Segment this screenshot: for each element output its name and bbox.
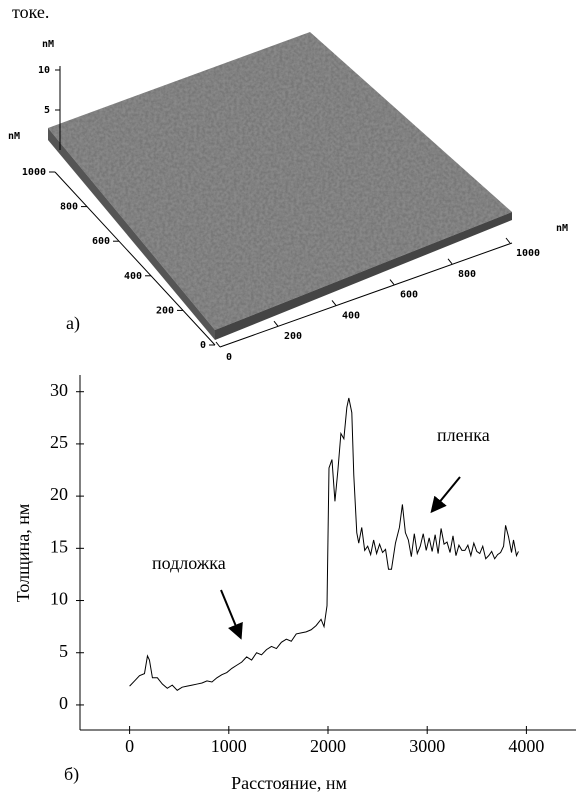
- text-fragment: токе.: [12, 2, 49, 22]
- x-tick: [389, 279, 395, 285]
- y-tick-label: 0: [200, 340, 206, 351]
- line-chart: подложка пленка Расстояние, нм Толщина, …: [13, 375, 576, 793]
- x-tick-label: 3000: [409, 736, 445, 756]
- y-tick-label: 25: [50, 432, 68, 452]
- y-tick-label: 600: [92, 236, 110, 247]
- z-tick-label: 5: [44, 105, 50, 116]
- panel-label: б): [64, 764, 79, 785]
- annotation: подложка: [152, 553, 226, 573]
- y-tick-label: 30: [50, 380, 68, 400]
- x-tick-label: 1000: [211, 736, 247, 756]
- x-tick: [215, 341, 221, 348]
- x-tick-label: 200: [284, 331, 302, 342]
- x-tick-label: 800: [458, 269, 476, 280]
- panel-label: а): [66, 313, 80, 334]
- data-line: [129, 397, 519, 691]
- x-tick-label: 1000: [516, 248, 540, 259]
- y-tick-label: 800: [60, 202, 78, 213]
- arrow: [220, 589, 243, 640]
- y-axis: [54, 171, 216, 346]
- x-unit: nM: [556, 223, 568, 234]
- y-unit: nM: [8, 131, 20, 142]
- x-tick: [447, 258, 453, 265]
- x-tick-label: 400: [342, 310, 360, 321]
- surface-plot: nM nM nM а) 0 200 400 600 800 1000 0 200 400 600 8…: [8, 32, 568, 363]
- y-tick-label: 200: [156, 305, 174, 316]
- y-tick-label: 5: [59, 641, 68, 661]
- arrow: [430, 476, 461, 514]
- y-tick-label: 10: [50, 589, 68, 609]
- y-tick-label: 15: [50, 536, 68, 556]
- y-tick-label: 400: [124, 271, 142, 282]
- x-axis: [219, 242, 513, 348]
- x-axis-label: Расстояние, нм: [231, 773, 347, 793]
- y-tick-label: 1000: [22, 167, 46, 178]
- x-tick-label: 4000: [508, 736, 544, 756]
- surface: [48, 32, 512, 330]
- x-tick-label: 2000: [310, 736, 346, 756]
- x-tick: [331, 300, 337, 306]
- annotation: пленка: [437, 425, 490, 445]
- surface-side: [48, 128, 215, 340]
- y-tick-label: 20: [50, 484, 68, 504]
- x-tick: [505, 237, 511, 244]
- z-tick-label: 10: [38, 65, 50, 76]
- x-tick-label: 0: [125, 736, 134, 756]
- y-tick-label: 0: [59, 693, 68, 713]
- x-tick: [273, 320, 279, 327]
- x-tick-label: 0: [226, 352, 232, 363]
- y-axis-label: Толщина, нм: [13, 504, 33, 603]
- z-unit: nM: [42, 39, 54, 50]
- surface-side: [215, 212, 512, 340]
- x-tick-label: 600: [400, 290, 418, 301]
